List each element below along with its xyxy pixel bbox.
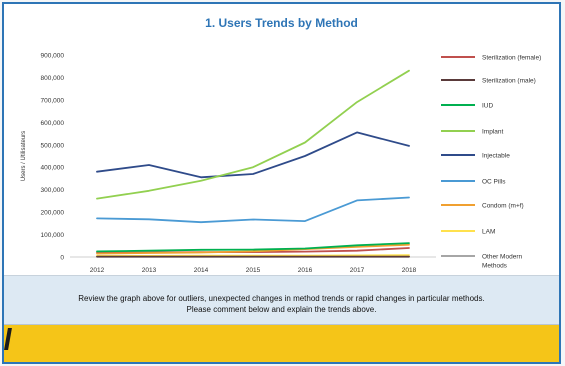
legend-label: Sterilization (male)	[482, 78, 536, 85]
y-tick-label: 500,000	[41, 142, 65, 149]
series-line	[96, 69, 410, 200]
comment-input-area[interactable]	[4, 325, 559, 362]
y-tick-label: 200,000	[41, 210, 65, 217]
legend-label: Implant	[482, 129, 504, 136]
y-tick-label: 600,000	[41, 120, 65, 127]
y-tick-label: 0	[60, 255, 64, 262]
x-tick-label: 2012	[90, 267, 105, 274]
legend-label: Methods	[482, 263, 508, 270]
legend-label: Other Modern	[482, 254, 522, 261]
x-tick-label: 2016	[298, 267, 313, 274]
legend-label: Condom (m+f)	[482, 203, 524, 210]
x-tick-label: 2015	[246, 267, 261, 274]
x-tick-label: 2013	[142, 267, 157, 274]
y-tick-label: 900,000	[41, 53, 65, 60]
y-tick-label: 400,000	[41, 165, 65, 172]
instructions-panel: Review the graph above for outliers, une…	[4, 276, 559, 325]
y-tick-label: 700,000	[41, 97, 65, 104]
series-line	[96, 242, 410, 253]
instructions-line-2: Please comment below and explain the tre…	[186, 305, 377, 314]
x-tick-label: 2014	[194, 267, 209, 274]
instructions-text: Review the graph above for outliers, une…	[4, 293, 559, 315]
x-tick-label: 2017	[350, 267, 365, 274]
series-line	[96, 243, 410, 255]
chart-panel: 0 100,000 200,000 300,000 400,000 500,000 600,…	[4, 4, 559, 276]
series-line	[96, 196, 410, 224]
y-axis-label: Users / Utilisateurs	[21, 131, 27, 181]
y-tick-label: 100,000	[41, 232, 65, 239]
series-line	[96, 131, 410, 179]
legend-label: Injectable	[482, 153, 510, 160]
y-tick-label: 800,000	[41, 75, 65, 82]
chart-title: 1. Users Trends by Method	[205, 16, 358, 30]
instructions-line-1: Review the graph above for outliers, une…	[78, 294, 485, 303]
y-tick-label: 300,000	[41, 187, 65, 194]
legend-label: Sterilization (female)	[482, 55, 541, 62]
report-frame: 0 100,000 200,000 300,000 400,000 500,000 600,…	[2, 2, 561, 364]
line-chart: 0 100,000 200,000 300,000 400,000 500,000 600,…	[21, 53, 541, 275]
legend-label: LAM	[482, 229, 495, 236]
x-tick-label: 2018	[402, 267, 417, 274]
legend-label: OC Pills	[482, 179, 506, 186]
legend-label: IUD	[482, 103, 494, 110]
